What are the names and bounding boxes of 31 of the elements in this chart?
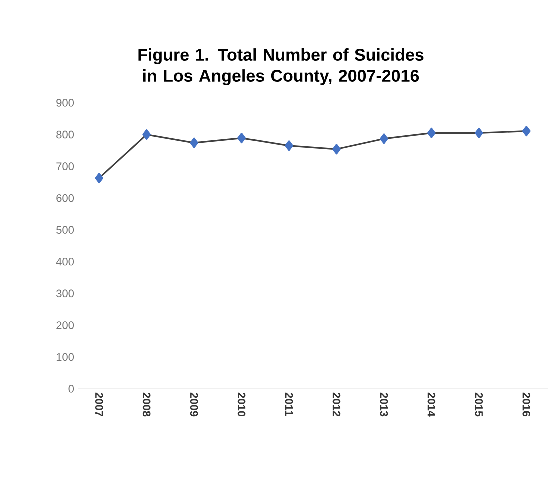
point (428, 128, 436, 138)
y-tick-label: 600 (56, 194, 74, 202)
point (95, 173, 104, 184)
y-tick-label: 0 (68, 385, 74, 393)
point (285, 140, 294, 152)
y-tick-label: 700 (56, 162, 74, 170)
y-tick-label: 200 (56, 322, 74, 330)
x-tick-label: 2011 (285, 392, 294, 416)
x-tick-label: 2007 (95, 392, 104, 417)
point (190, 138, 198, 148)
y-tick-label: 500 (56, 226, 74, 234)
point (522, 126, 531, 137)
point (474, 128, 484, 138)
point (238, 132, 246, 144)
y-tick-label: 100 (56, 353, 74, 362)
point (332, 144, 341, 155)
x-tick-label: 2015 (475, 392, 484, 417)
chart-title: Figure 1. Total Number of Suicides in Los Angeles County, 2007-2016 (138, 48, 424, 86)
x-tick-label: 2014 (428, 392, 436, 417)
x-tick-label: 2010 (238, 392, 246, 417)
y-tick-label: 400 (56, 258, 74, 266)
x-tick-label: 2009 (190, 392, 198, 417)
y-tick-label: 900 (56, 99, 74, 107)
x-tick-label: 2013 (380, 392, 388, 417)
point (142, 129, 152, 140)
x-tick-label: 2012 (332, 392, 341, 417)
point (380, 134, 388, 144)
x-tick-label: 2016 (522, 392, 531, 417)
y-tick-label: 300 (56, 290, 74, 298)
y-tick-label: 800 (56, 130, 74, 139)
x-tick-label: 2008 (142, 392, 151, 417)
